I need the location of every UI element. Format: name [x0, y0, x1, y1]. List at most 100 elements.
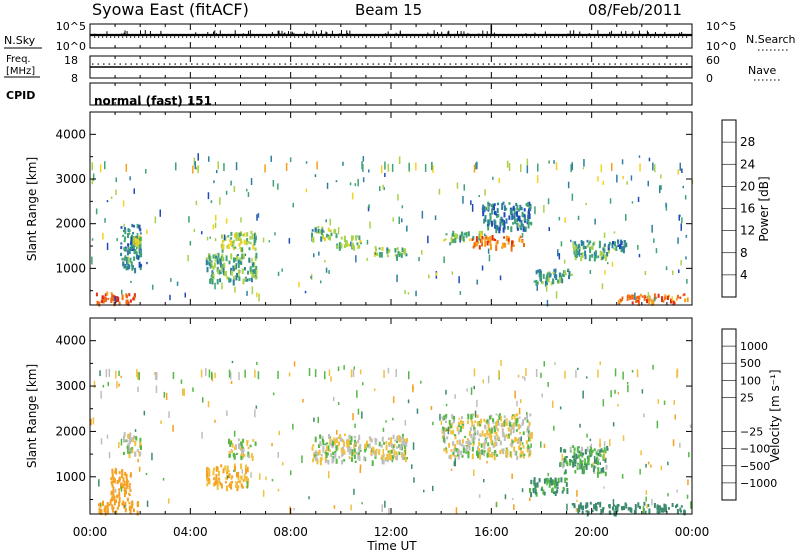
heatmap-cell [497, 213, 500, 218]
noise-search-dot [594, 36, 596, 38]
heatmap-cell [327, 234, 330, 237]
heatmap-cell [654, 164, 656, 173]
heatmap-cell [589, 270, 592, 274]
heatmap-cell [499, 222, 502, 227]
heatmap-cell [135, 235, 138, 238]
heatmap-cell [495, 224, 498, 228]
heatmap-cell [456, 182, 459, 189]
heatmap-cell [304, 290, 307, 294]
heatmap-cell [129, 299, 132, 303]
heatmap-cell [379, 186, 381, 192]
heatmap-cell [343, 442, 346, 447]
heatmap-cell [580, 256, 583, 262]
heatmap-cell [508, 202, 511, 205]
heatmap-cell [518, 208, 521, 212]
heatmap-cell [501, 207, 504, 210]
heatmap-cell [327, 236, 330, 240]
heatmap-cell [268, 240, 271, 243]
heatmap-cell [445, 428, 448, 432]
heatmap-cell [227, 243, 230, 249]
heatmap-cell [121, 289, 123, 295]
heatmap-cell [220, 243, 223, 248]
heatmap-cell [362, 163, 364, 172]
heatmap-cell [394, 253, 397, 257]
cpid-mode: normal (fast) 151 [94, 94, 212, 108]
heatmap-cell [486, 429, 489, 436]
heatmap-cell [221, 248, 224, 253]
heatmap-cell [577, 367, 579, 370]
heatmap-cell [621, 159, 624, 165]
heatmap-cell [326, 452, 329, 456]
heatmap-cell [136, 449, 139, 452]
heatmap-cell [392, 396, 395, 404]
heatmap-cell [489, 235, 492, 241]
heatmap-cell [398, 216, 400, 224]
noise-search-dot [558, 36, 560, 38]
heatmap-cell [572, 462, 575, 468]
heatmap-cell [277, 452, 279, 458]
heatmap-cell [520, 436, 522, 442]
heatmap-cell [452, 230, 455, 237]
heatmap-cell [334, 228, 337, 234]
heatmap-cell [118, 471, 121, 475]
heatmap-cell [487, 206, 490, 212]
heatmap-cell [581, 510, 584, 515]
heatmap-cell [676, 503, 679, 507]
heatmap-cell [308, 368, 311, 376]
heatmap-cell [557, 477, 560, 484]
heatmap-cell [101, 300, 103, 304]
heatmap-cell [332, 451, 335, 456]
heatmap-cell [576, 490, 578, 497]
power-colorbar-tick: 28 [740, 135, 755, 149]
heatmap-cell [237, 476, 240, 481]
noise-left-tick-top: 10^5 [56, 20, 86, 33]
heatmap-cell [643, 413, 645, 418]
heatmap-cell [613, 510, 616, 517]
heatmap-cell [543, 205, 545, 213]
heatmap-cell [136, 223, 139, 229]
heatmap-cell [236, 254, 239, 256]
heatmap-cell [450, 237, 453, 244]
heatmap-cell [95, 292, 98, 297]
heatmap-cell [487, 433, 490, 436]
heatmap-cell [575, 247, 578, 253]
heatmap-cell [646, 504, 648, 509]
heatmap-cell [463, 232, 466, 236]
heatmap-cell [680, 505, 683, 508]
heatmap-cell [208, 256, 211, 262]
heatmap-cell [683, 510, 686, 513]
heatmap-cell [591, 253, 594, 258]
freq-right-tick-bottom: 0 [706, 72, 713, 85]
heatmap-cell [483, 218, 486, 224]
heatmap-cell [566, 461, 569, 467]
heatmap-cell [677, 294, 679, 299]
heatmap-cell [634, 504, 637, 511]
heatmap-cell [573, 458, 576, 464]
heatmap-cell [488, 254, 491, 262]
cpid-strip: CPID normal (fast) 151 [6, 82, 693, 108]
heatmap-cell [358, 446, 361, 452]
heatmap-cell [611, 242, 614, 249]
heatmap-cell [573, 249, 576, 255]
heatmap-cell [559, 406, 562, 410]
y-tick-label: 2000 [55, 217, 86, 231]
heatmap-cell [620, 248, 623, 253]
heatmap-cell [520, 454, 523, 457]
heatmap-cell [247, 451, 250, 458]
heatmap-cell [452, 441, 455, 446]
heatmap-cell [127, 480, 130, 483]
heatmap-cell [120, 226, 123, 229]
heatmap-cell [254, 276, 257, 280]
heatmap-cell [372, 447, 375, 451]
heatmap-cell [468, 431, 471, 437]
heatmap-cell [458, 276, 460, 284]
heatmap-cell [522, 225, 525, 232]
heatmap-cell [207, 467, 210, 472]
heatmap-cell [516, 456, 519, 460]
heatmap-cell [282, 462, 284, 466]
heatmap-cell [517, 423, 520, 430]
heatmap-cell [580, 449, 583, 454]
heatmap-cell [526, 412, 528, 415]
heatmap-cell [288, 238, 291, 244]
noise-search-dot [214, 36, 216, 38]
